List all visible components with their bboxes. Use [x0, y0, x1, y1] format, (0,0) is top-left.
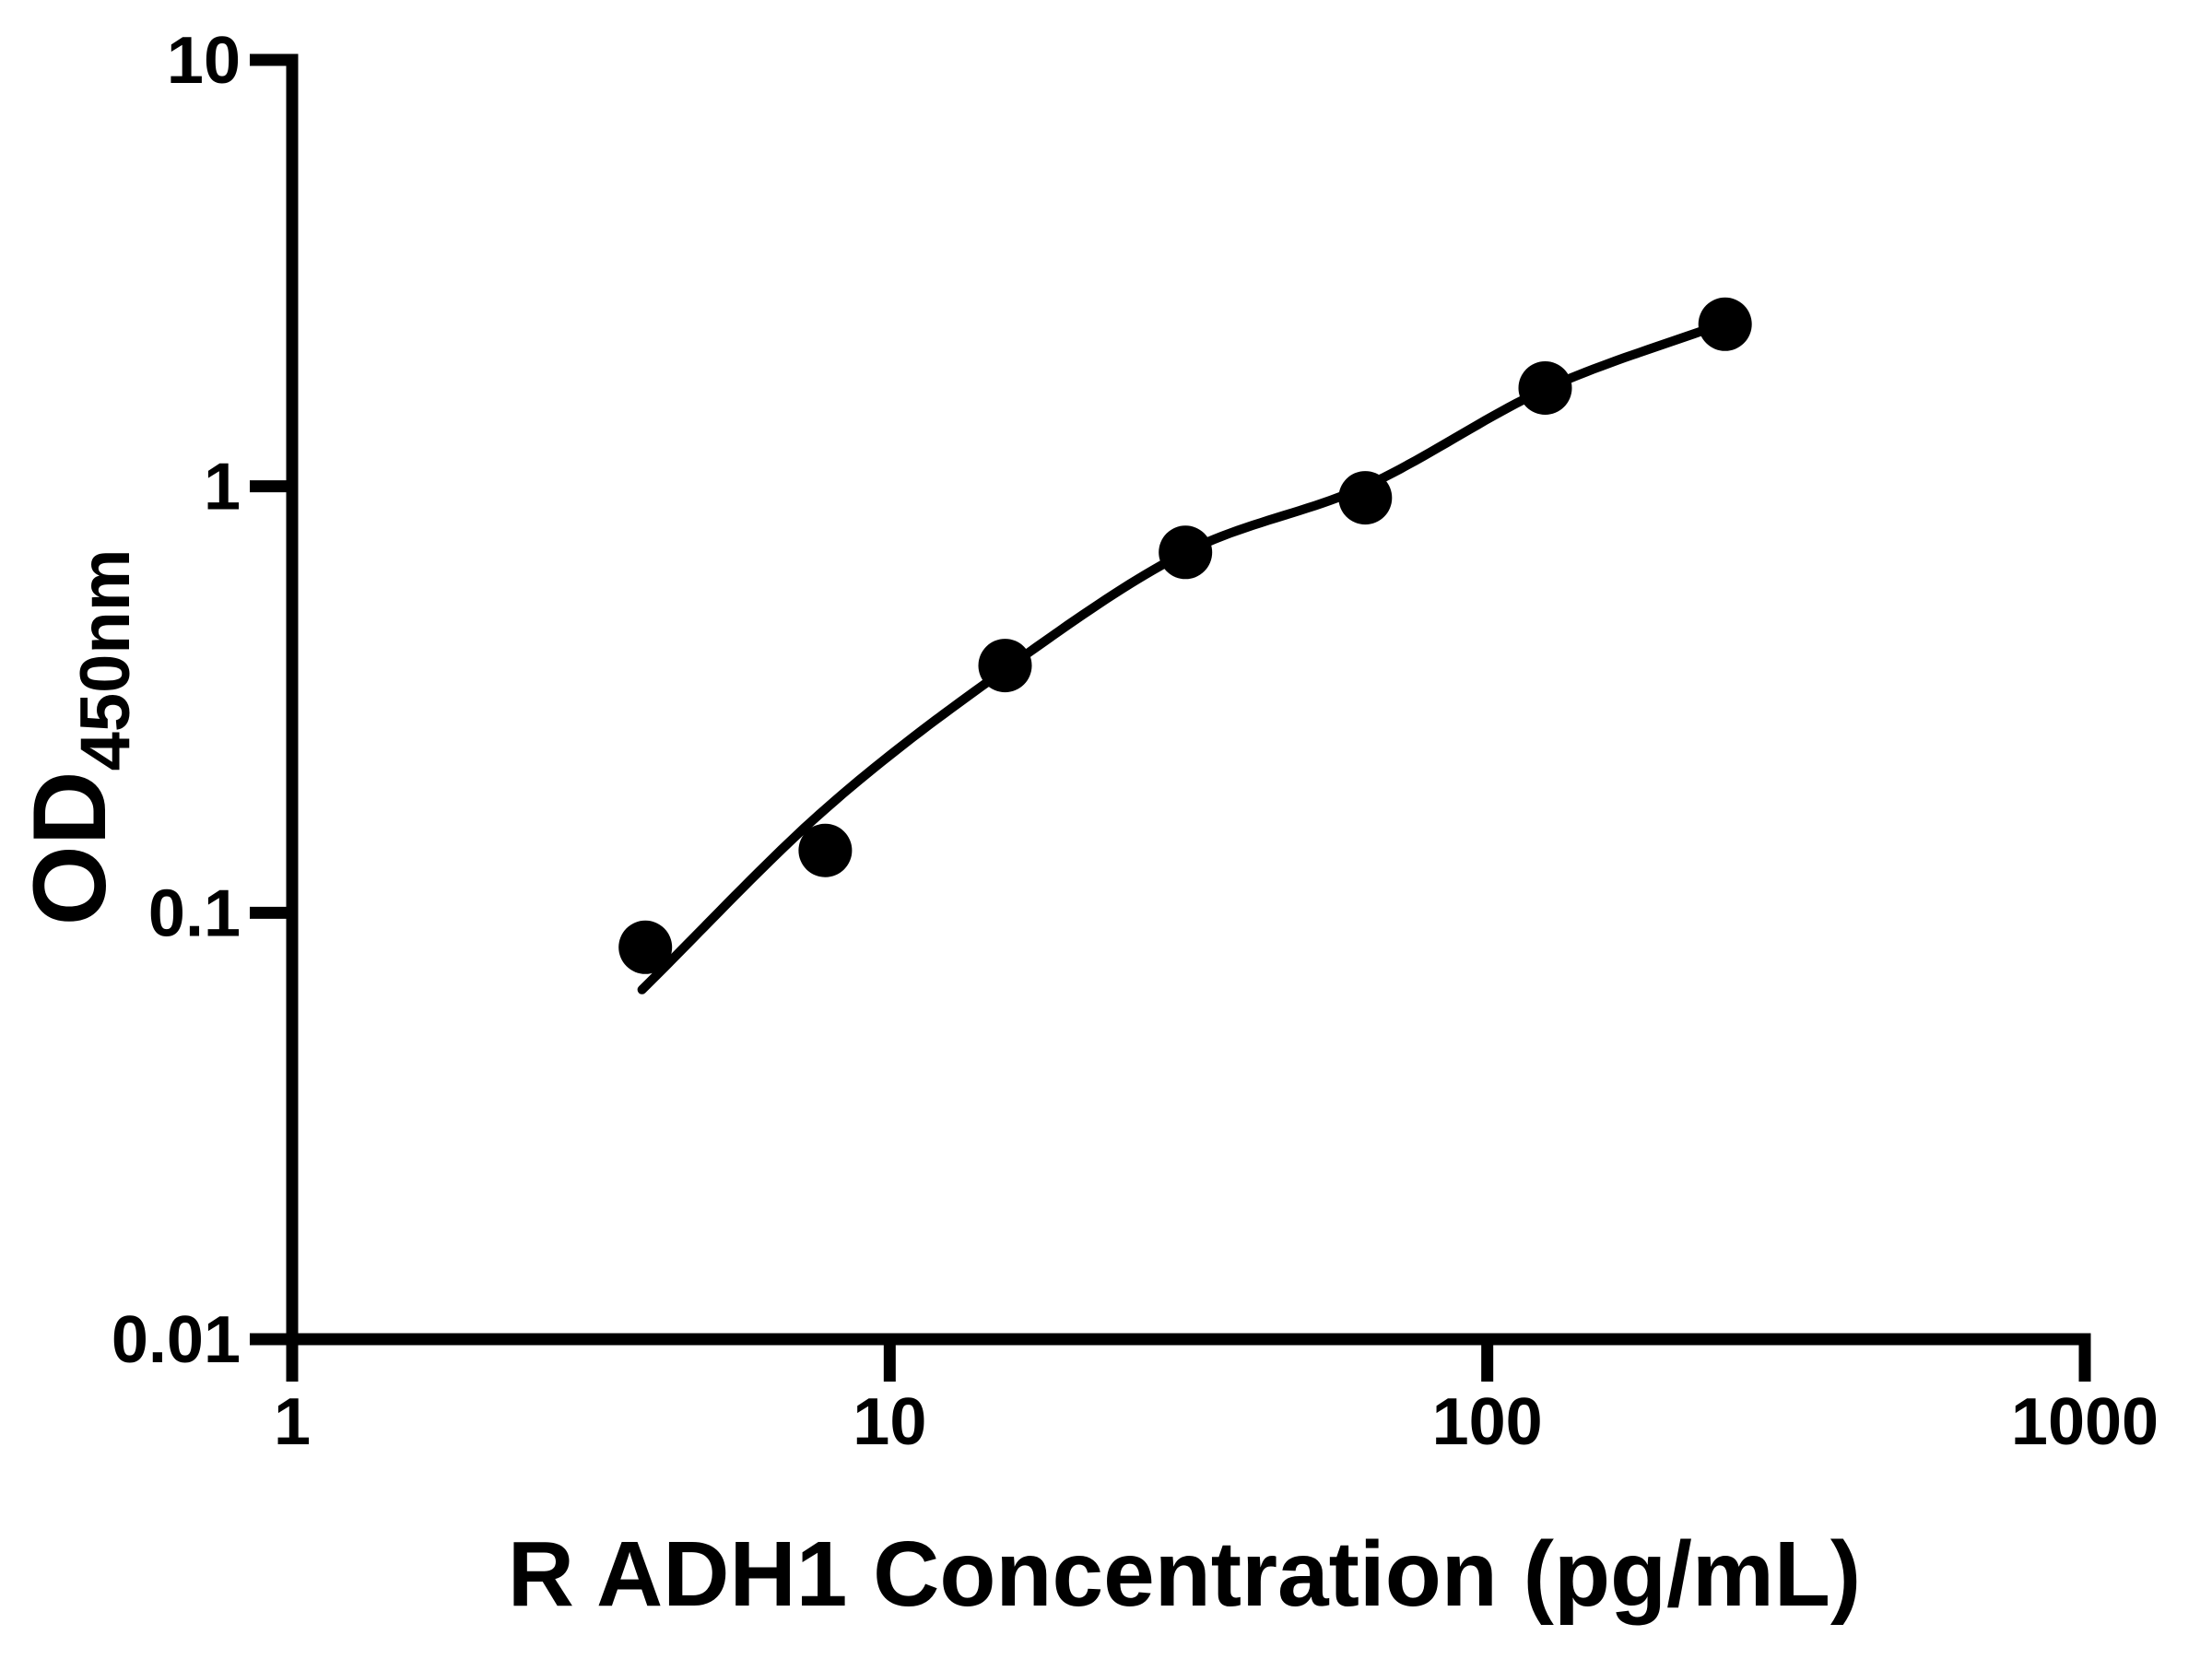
data-point-marker [1698, 297, 1752, 351]
data-point-marker [978, 639, 1032, 693]
x-tick-label: 100 [1432, 1385, 1543, 1459]
data-point-marker [798, 823, 853, 877]
data-point-marker [618, 920, 673, 974]
x-tick-label: 10 [853, 1385, 926, 1459]
x-tick-label: 1000 [2011, 1385, 2159, 1459]
y-tick-label: 0.1 [148, 877, 241, 950]
y-axis-title-subscript: 450nm [66, 549, 145, 771]
y-axis-title-main: OD [12, 771, 127, 925]
y-tick-label: 0.01 [112, 1303, 241, 1377]
data-point-marker [1159, 525, 1213, 580]
y-axis-title: OD450nm [12, 549, 145, 926]
data-points [618, 297, 1752, 974]
y-tick-label: 10 [167, 24, 241, 98]
fit-curve-line [637, 318, 1730, 994]
data-point-marker [1518, 361, 1572, 415]
x-axis-title: R ADH1 Concentration (pg/mL) [508, 1523, 1861, 1626]
data-point-marker [1338, 471, 1393, 525]
x-tick-label: 1 [274, 1385, 311, 1459]
y-tick-label: 1 [204, 451, 241, 524]
axes: 0.01 0.1 1 10 1 10 100 1000 [112, 24, 2159, 1459]
